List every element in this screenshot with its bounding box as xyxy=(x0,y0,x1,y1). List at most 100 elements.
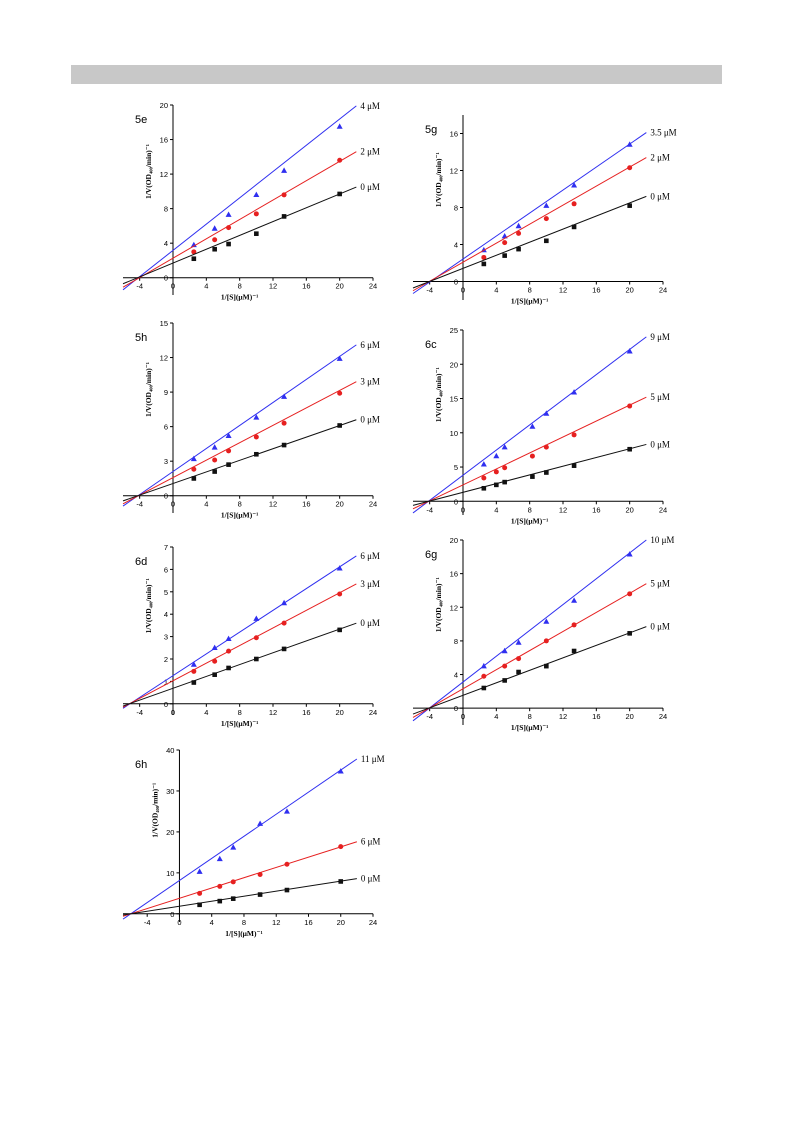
x-tick-label: 8 xyxy=(528,505,532,514)
data-point xyxy=(543,216,549,222)
x-tick-label: 20 xyxy=(335,500,343,509)
data-point xyxy=(627,403,633,409)
series-0: 9 μM xyxy=(412,332,670,514)
fit-line xyxy=(122,583,357,708)
fit-line xyxy=(412,443,647,506)
series-1: 2 μM xyxy=(412,153,670,292)
x-tick-label: 16 xyxy=(592,505,600,514)
x-tick-label: 12 xyxy=(269,282,277,291)
series-0: 6 μM xyxy=(122,340,380,507)
data-point xyxy=(253,635,259,641)
panel-label: 6h xyxy=(135,759,147,771)
y-tick-label: 6 xyxy=(164,565,168,574)
x-tick-label: -4 xyxy=(426,712,433,721)
x-axis-title: 1/[S](μM)⁻¹ xyxy=(511,297,549,306)
data-point xyxy=(257,892,263,897)
panel-label: 5e xyxy=(135,114,147,126)
y-tick-label: 10 xyxy=(166,869,174,878)
data-point xyxy=(216,855,223,862)
data-point xyxy=(502,479,507,485)
data-point xyxy=(212,237,218,243)
x-tick-label: 16 xyxy=(592,712,600,721)
data-point xyxy=(543,444,549,450)
x-tick-label: -4 xyxy=(426,286,433,295)
panel-label: 5g xyxy=(425,124,437,136)
data-point xyxy=(481,254,487,260)
series-0: 4 μM xyxy=(122,101,380,291)
series-label: 0 μM xyxy=(650,622,670,632)
data-point xyxy=(627,631,632,636)
data-point xyxy=(515,222,522,229)
y-tick-label: 15 xyxy=(160,319,168,328)
data-point xyxy=(226,241,231,247)
chart-svg-6g: 6g -4 0 4 8 12 16 20 24 0 4 8 12 16 20 1/[S](μM)⁻¹ 1/V(O… xyxy=(412,535,674,732)
y-tick-label: 12 xyxy=(160,170,168,179)
data-point xyxy=(337,191,342,197)
fit-line xyxy=(412,539,647,722)
x-tick-label: 4 xyxy=(210,918,214,927)
chart-panel-6d: 6d -4 0 4 8 12 16 20 24 0 1 2 3 4 5 6 7 1/[S](μM)⁻¹ 1/V(OD… xyxy=(110,542,400,737)
series-2: 0 μM xyxy=(122,874,381,916)
data-point xyxy=(337,627,342,633)
series-label: 6 μM xyxy=(361,837,381,847)
x-tick-label: 4 xyxy=(494,286,498,295)
x-tick-label: 24 xyxy=(369,708,377,717)
y-tick-label: 8 xyxy=(454,637,458,646)
x-tick-label: 24 xyxy=(659,505,667,514)
data-point xyxy=(212,658,218,664)
y-tick-label: 30 xyxy=(166,787,174,796)
data-point xyxy=(493,469,499,475)
series-label: 5 μM xyxy=(650,579,670,589)
data-point xyxy=(281,620,287,626)
data-point xyxy=(627,446,632,452)
series-2: 0 μM xyxy=(122,415,380,502)
data-point xyxy=(515,639,522,645)
data-point xyxy=(230,896,236,901)
y-axis-title: 1/V(OD₄₀₀/min)⁻¹ xyxy=(150,783,159,838)
data-point xyxy=(494,482,499,488)
series-0: 6 μM xyxy=(122,551,380,709)
x-tick-label: 0 xyxy=(171,282,175,291)
data-point xyxy=(529,453,535,459)
data-point xyxy=(191,249,197,255)
chart-svg-6d: 6d-4 0 4 8 12 16 20 24012345671/[S](μM)⁻¹1/V(OD… xyxy=(122,543,380,728)
chart-panel-5h: 5h -4 0 4 8 12 16 20 24 0 3 6 9 12 15 1/[S](μM)⁻¹ 1/V(OD… xyxy=(110,318,400,533)
series-label: 0 μM xyxy=(361,874,381,884)
x-tick-label: 0 xyxy=(171,708,175,717)
data-point xyxy=(543,202,550,208)
series-label: 2 μM xyxy=(360,147,380,157)
x-tick-label: 0 xyxy=(461,712,465,721)
data-point xyxy=(337,423,342,428)
data-point xyxy=(544,663,549,669)
data-point xyxy=(281,599,288,606)
fit-line xyxy=(122,186,357,285)
data-point xyxy=(571,432,577,438)
data-point xyxy=(529,423,536,429)
data-point xyxy=(281,214,287,219)
fit-line xyxy=(412,195,647,289)
series-2: 0 μM xyxy=(412,622,670,715)
data-point xyxy=(230,844,237,850)
data-point xyxy=(281,167,288,173)
data-point xyxy=(253,191,260,198)
data-point xyxy=(254,451,259,457)
x-tick-label: 24 xyxy=(369,500,377,509)
data-point xyxy=(281,420,287,426)
y-axis-title: 1/V(OD₄₀₀/min)⁻¹ xyxy=(434,577,443,632)
data-point xyxy=(225,635,232,642)
chart-svg-6h: 6h -4 0 4 8 12 16 20 24 0 10 20 30 40 1/[S](μM)⁻¹ 1/V(O… xyxy=(122,746,385,938)
y-tick-label: 9 xyxy=(164,388,168,397)
y-tick-label: 4 xyxy=(454,241,458,250)
x-tick-label: -4 xyxy=(426,505,433,514)
y-tick-label: 12 xyxy=(450,167,458,176)
series-1: 2 μM xyxy=(122,147,380,288)
y-tick-label: 40 xyxy=(166,746,174,755)
series-label: 0 μM xyxy=(360,618,380,628)
data-point xyxy=(257,871,263,877)
data-point xyxy=(571,463,577,468)
data-point xyxy=(530,474,535,479)
data-point xyxy=(571,182,578,188)
chart-svg-5h: 5h -4 0 4 8 12 16 20 24 0 3 6 9 12 15 1/[S](μM)⁻¹ 1/V(OD… xyxy=(122,319,380,520)
series-label: 0 μM xyxy=(650,439,670,449)
y-tick-label: 10 xyxy=(450,429,458,438)
